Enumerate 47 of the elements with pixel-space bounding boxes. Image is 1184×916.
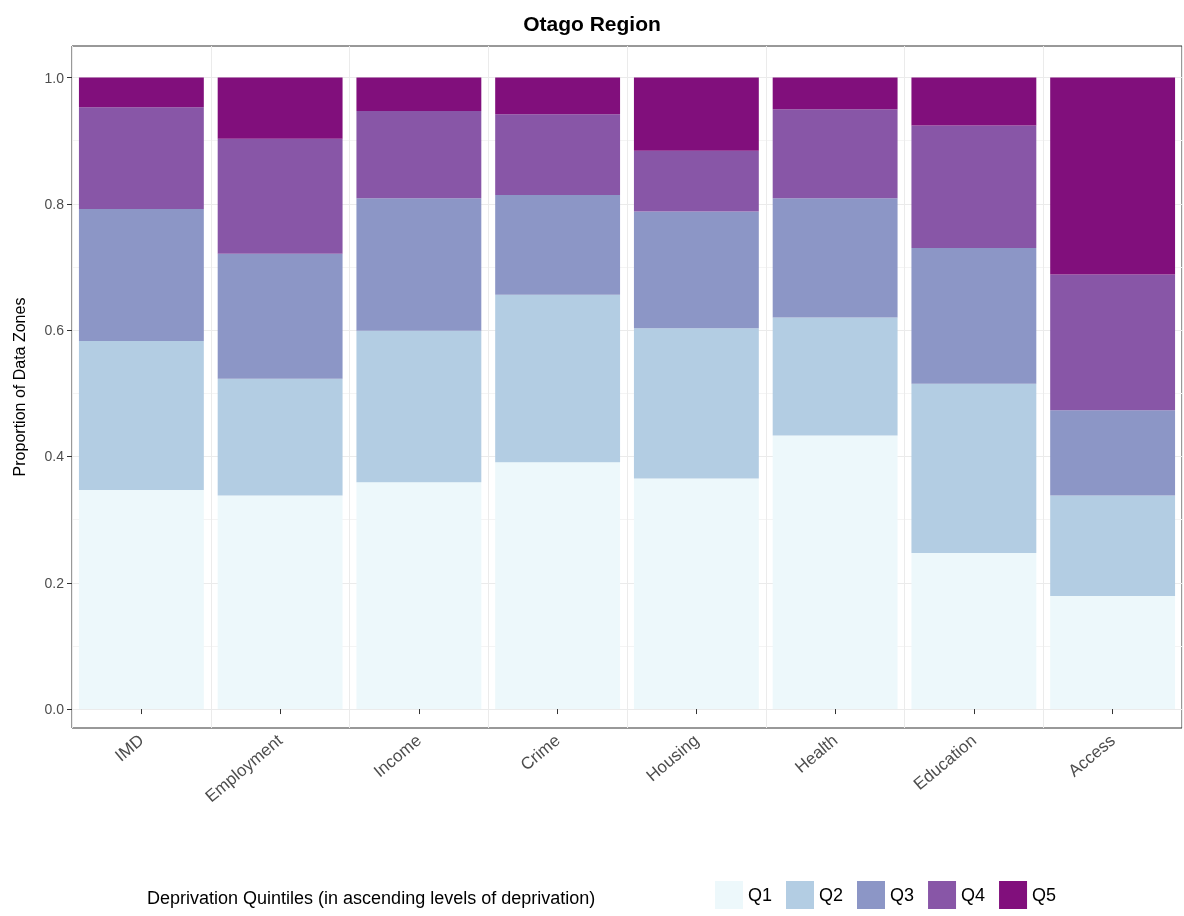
bar bbox=[772, 109, 898, 199]
y-tick-label: 0.6 bbox=[44, 322, 65, 339]
y-axis-title: Proportion of Data Zones bbox=[10, 297, 28, 477]
y-tick-label: 0.0 bbox=[44, 701, 65, 718]
bar bbox=[356, 77, 482, 112]
bar bbox=[772, 198, 898, 318]
y-tick-label: 0.2 bbox=[44, 574, 65, 591]
bar bbox=[911, 77, 1037, 126]
bar bbox=[495, 114, 621, 196]
bar bbox=[356, 111, 482, 199]
bar bbox=[495, 77, 621, 115]
bar bbox=[633, 150, 759, 212]
y-tick-label: 1.0 bbox=[44, 69, 65, 86]
bar bbox=[633, 328, 759, 479]
y-tick-label: 0.4 bbox=[44, 448, 65, 465]
bar bbox=[911, 383, 1037, 554]
bar bbox=[217, 253, 343, 379]
bar bbox=[633, 77, 759, 151]
bar bbox=[1050, 274, 1176, 411]
bar bbox=[78, 340, 204, 490]
bar bbox=[78, 77, 204, 108]
bar bbox=[217, 378, 343, 496]
y-tick-label: 0.8 bbox=[44, 195, 65, 212]
bar bbox=[1050, 410, 1176, 496]
bar bbox=[772, 77, 898, 110]
bar bbox=[1050, 495, 1176, 597]
legend-label: Q4 bbox=[961, 885, 986, 905]
legend-label: Q1 bbox=[748, 885, 773, 905]
bar bbox=[911, 248, 1037, 384]
x-tick-label: IMD bbox=[111, 730, 148, 766]
bar bbox=[1050, 77, 1176, 275]
legend-label: Q5 bbox=[1032, 885, 1057, 905]
bar bbox=[217, 77, 343, 139]
bar bbox=[911, 125, 1037, 249]
bar bbox=[495, 195, 621, 295]
bar bbox=[772, 317, 898, 436]
bar bbox=[78, 107, 204, 209]
legend-label: Q3 bbox=[890, 885, 915, 905]
bar bbox=[217, 138, 343, 254]
bar bbox=[356, 330, 482, 483]
bar bbox=[633, 211, 759, 329]
bar bbox=[356, 198, 482, 331]
bar bbox=[78, 208, 204, 341]
chart-title: Otago Region bbox=[523, 12, 661, 35]
bar bbox=[495, 294, 621, 463]
legend-title: Deprivation Quintiles (in ascending levels of deprivation) bbox=[147, 888, 596, 908]
legend-label: Q2 bbox=[819, 885, 844, 905]
